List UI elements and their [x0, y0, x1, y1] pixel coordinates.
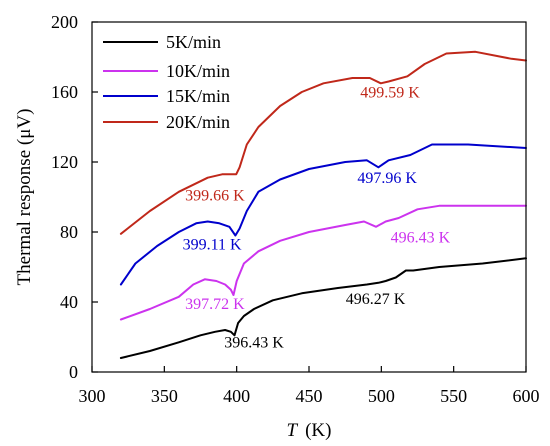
series-line-20k — [119, 50, 527, 235]
x-tick-label: 500 — [368, 386, 395, 406]
x-tick-label: 300 — [79, 386, 106, 406]
peak-annotation: 399.66 K — [185, 188, 245, 205]
y-tick-label: 120 — [51, 152, 78, 172]
y-tick-label: 80 — [60, 222, 78, 242]
y-tick-label: 0 — [69, 362, 78, 382]
x-axis-unit: (K) — [305, 420, 331, 441]
peak-annotation: 396.43 K — [224, 335, 284, 352]
plot-frame — [91, 21, 527, 373]
y-axis-label: Thermal response (μV) — [14, 109, 35, 286]
peak-annotation: 496.43 K — [391, 230, 451, 247]
x-axis-variable: T — [287, 420, 299, 441]
x-tick-label: 350 — [151, 386, 178, 406]
x-tick-label: 450 — [296, 386, 323, 406]
x-axis-label: T (K) — [287, 420, 332, 441]
series-line-10k — [119, 204, 527, 321]
peak-annotation: 397.72 K — [185, 296, 245, 313]
legend-label-5k: 5K/min — [166, 32, 221, 52]
y-tick-label: 40 — [60, 292, 78, 312]
peak-annotation: 399.11 K — [183, 237, 242, 254]
x-tick-label: 600 — [513, 386, 540, 406]
legend-label-20k: 20K/min — [166, 112, 230, 132]
peak-annotation: 499.59 K — [360, 84, 420, 101]
y-tick-label: 160 — [51, 82, 78, 102]
legend-label-15k: 15K/min — [166, 86, 230, 106]
legend-label-10k: 10K/min — [166, 61, 230, 81]
x-tick-label: 400 — [223, 386, 250, 406]
legend: 5K/min 10K/min 15K/min 20K/min — [103, 32, 230, 132]
y-tick-label: 200 — [51, 12, 78, 32]
x-tick-label: 550 — [440, 386, 467, 406]
series-line-5k — [119, 257, 527, 359]
series-line-15k — [119, 143, 527, 286]
peak-annotation: 496.27 K — [346, 291, 406, 308]
peak-annotation: 497.96 K — [357, 170, 417, 187]
